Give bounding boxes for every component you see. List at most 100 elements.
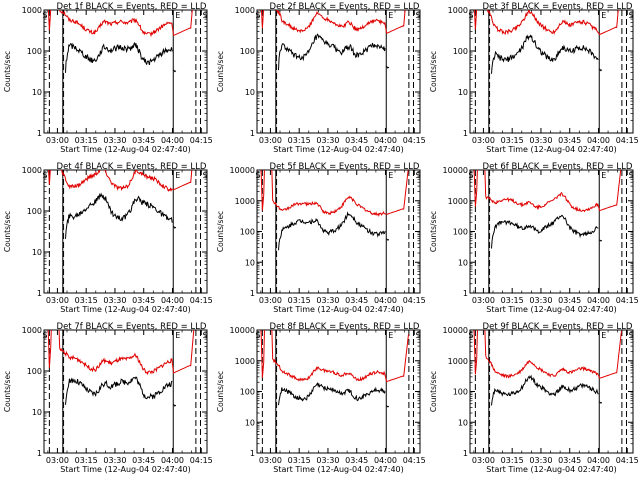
panel-title: Det 3f BLACK = Events, RED = LLD [483,2,633,12]
x-tick-label: 04:15 [403,136,426,145]
y-tick-label: 100 [27,207,42,216]
x-tick-label: 03:00 [46,456,69,465]
x-tick-label: 04:00 [587,296,610,305]
saa-end-marker: S [202,331,207,340]
saa-start-marker: S [42,171,47,180]
lld-series-line [271,330,409,383]
saa-start-marker: S [255,331,260,340]
x-tick-label: 03:30 [103,136,126,145]
lld-series-line [47,330,52,368]
y-tick-label: 1 [463,289,468,298]
eclipse-marker: E [388,331,393,340]
events-series-line [173,69,177,73]
x-tick-label: 03:30 [529,136,552,145]
x-axis-label: Start Time (12-Aug-04 02:47:40) [273,305,404,314]
y-tick-label: 1000 [22,6,42,15]
events-series-line [386,238,390,241]
x-tick-label: 03:15 [75,296,98,305]
events-series-line [65,376,173,405]
x-tick-label: 03:15 [288,456,311,465]
events-series-line [491,34,599,74]
x-tick-label: 04:15 [190,136,213,145]
events-series-line [278,211,386,251]
eclipse-marker: E [601,331,606,340]
y-tick-label: 1000 [22,166,42,175]
lld-series-line [48,170,51,185]
saa-end-marker: S [628,331,633,340]
y-axis-label: Counts/sec [429,211,438,252]
x-tick-label: 03:30 [316,456,339,465]
saa-start-marker: S [42,331,47,340]
saa-start-marker: S [468,171,473,180]
y-tick-label: 100 [240,228,255,237]
y-tick-label: 1000 [448,197,468,206]
x-axis-label: Start Time (12-Aug-04 02:47:40) [60,465,191,474]
saa-end-marker: S [202,171,207,180]
x-tick-label: 03:30 [316,136,339,145]
detector-panel-9: Det 9f BLACK = Events, RED = LLD 1 10 100 10… [429,322,639,474]
lld-series-line [271,170,409,218]
x-tick-label: 03:45 [558,456,581,465]
x-tick-label: 03:45 [558,136,581,145]
saa-start-marker: S [42,11,47,20]
detector-panel-7: Det 7f BLACK = Events, RED = LLD 1 10 100 10… [3,322,213,474]
y-axis-label: Counts/sec [216,51,225,92]
plot-frame [256,9,421,134]
events-series-line [599,239,603,242]
events-series-line [386,405,390,408]
saa-end-marker: S [415,11,420,20]
saa-start-marker: S [468,331,473,340]
events-series-line [173,404,177,407]
plot-frame [43,9,208,134]
events-series-line [491,214,599,249]
y-tick-label: 10000 [230,326,255,335]
x-tick-label: 03:15 [501,456,524,465]
y-axis-label: Counts/sec [3,51,12,92]
lld-series-line [59,10,193,38]
lld-series-line [484,330,622,379]
x-tick-label: 03:30 [103,456,126,465]
saa-start-marker: S [255,11,260,20]
x-tick-label: 03:45 [132,296,155,305]
saa-end-marker: S [628,11,633,20]
y-tick-label: 10000 [443,326,468,335]
events-series-line [278,382,386,406]
events-series-line [599,401,603,404]
x-tick-label: 04:00 [374,296,397,305]
x-tick-label: 04:15 [190,296,213,305]
eclipse-marker: E [175,331,180,340]
panel-title: Det 8f BLACK = Events, RED = LLD [270,322,420,332]
x-tick-label: 04:15 [616,136,639,145]
x-tick-label: 03:15 [501,296,524,305]
x-tick-label: 04:00 [161,296,184,305]
events-series-line [65,41,173,73]
panel-title: Det 5f BLACK = Events, RED = LLD [270,162,420,172]
eclipse-marker: E [601,171,606,180]
plot-frame [43,329,208,454]
y-axis-label: Counts/sec [3,211,12,252]
x-tick-label: 03:15 [75,456,98,465]
y-tick-label: 100 [453,47,468,56]
x-tick-label: 03:45 [345,136,368,145]
y-tick-label: 100 [240,47,255,56]
x-tick-label: 03:45 [345,456,368,465]
lld-series-line [275,10,406,35]
y-tick-label: 10000 [443,166,468,175]
x-axis-label: Start Time (12-Aug-04 02:47:40) [486,305,617,314]
x-tick-label: 03:00 [259,296,282,305]
lld-series-line [260,170,265,211]
x-tick-label: 03:30 [529,296,552,305]
y-tick-label: 1000 [235,197,255,206]
y-tick-label: 1 [37,289,42,298]
lld-series-line [473,10,478,30]
x-tick-label: 04:00 [161,456,184,465]
x-axis-label: Start Time (12-Aug-04 02:47:40) [486,145,617,154]
detector-panel-6: Det 6f BLACK = Events, RED = LLD 1 10 100 10… [429,162,639,314]
x-tick-label: 03:00 [259,456,282,465]
lld-series-line [47,10,52,31]
y-tick-label: 10 [32,88,42,97]
y-tick-label: 100 [453,388,468,397]
saa-end-marker: S [202,11,207,20]
y-tick-label: 10 [458,88,468,97]
